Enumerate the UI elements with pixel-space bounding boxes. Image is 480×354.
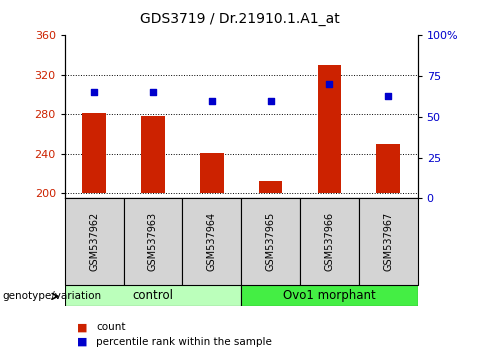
Text: GSM537967: GSM537967 [383,212,393,271]
Text: GDS3719 / Dr.21910.1.A1_at: GDS3719 / Dr.21910.1.A1_at [140,12,340,27]
Bar [83,113,106,193]
Bar [65,198,124,285]
Point [384,93,392,98]
Text: percentile rank within the sample: percentile rank within the sample [96,337,272,347]
Bar [259,182,282,193]
Text: GSM537966: GSM537966 [324,212,335,271]
Text: GSM537965: GSM537965 [265,212,276,271]
Text: GSM537963: GSM537963 [148,212,158,271]
Bar [359,198,418,285]
Text: count: count [96,322,125,332]
Bar [241,198,300,285]
Text: Ovo1 morphant: Ovo1 morphant [283,289,376,302]
Text: genotype/variation: genotype/variation [2,291,102,301]
Point [208,98,216,103]
Point [267,98,275,103]
Text: GSM537962: GSM537962 [89,212,99,271]
Bar [65,285,241,306]
Point [325,81,333,87]
Bar [200,153,224,193]
Bar [376,144,400,193]
Point [149,90,157,95]
Text: ■: ■ [77,322,87,332]
Bar [241,285,418,306]
Bar [318,65,341,193]
Text: control: control [132,289,173,302]
Text: ■: ■ [77,337,87,347]
Bar [124,198,182,285]
Bar [141,116,165,193]
Bar [182,198,241,285]
Text: GSM537964: GSM537964 [207,212,217,271]
Bar [300,198,359,285]
Point [90,90,98,95]
